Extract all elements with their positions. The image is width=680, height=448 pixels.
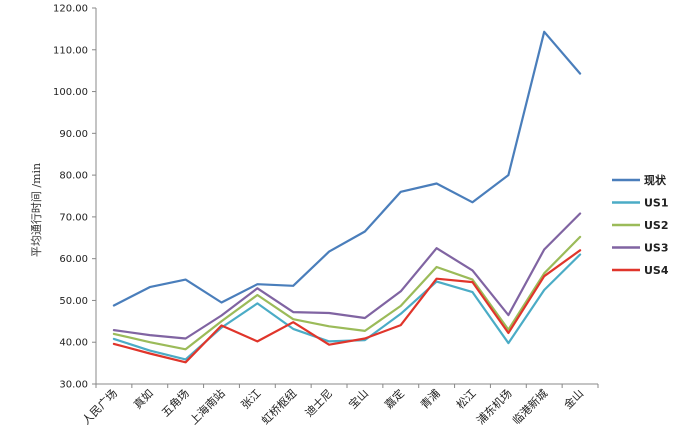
x-tick-label: 宝山 <box>346 386 371 411</box>
x-tick-label: 张江 <box>239 387 264 412</box>
y-tick-label: 110.00 <box>53 45 88 56</box>
y-tick-label: 90.00 <box>59 129 88 140</box>
x-tick-label: 浦东机场 <box>473 386 514 427</box>
y-tick-label: 60.00 <box>59 254 88 265</box>
series-line-现状 <box>112 30 582 307</box>
y-axis: 30.00 40.00 50.00 60.00 70.00 80.00 90.00 100.0… <box>53 4 97 391</box>
x-tick-label: 人民广场 <box>79 386 120 427</box>
series-line-US2 <box>112 235 582 351</box>
x-tick-label: 金山 <box>561 386 586 411</box>
legend-entry: US3 <box>644 242 669 255</box>
x-tick-label: 迪士尼 <box>303 387 336 420</box>
x-tick-label: 松江 <box>453 386 478 411</box>
y-tick-label: 40.00 <box>59 338 88 349</box>
x-tick-label: 临港新城 <box>509 386 550 427</box>
x-tick-label: 嘉定 <box>381 386 406 411</box>
y-axis-title: 平均通行时间 /min <box>30 163 43 257</box>
series-line-US4 <box>112 249 582 364</box>
y-tick-label: 120.00 <box>53 4 88 15</box>
legend-entry: 现状 <box>644 173 667 187</box>
legend: 现状 US1 US2 US3 US4 <box>612 173 669 277</box>
y-tick-label: 70.00 <box>59 212 88 223</box>
x-tick-label: 真如 <box>130 386 155 411</box>
series-layer <box>112 30 582 364</box>
x-tick-label: 五角场 <box>159 386 192 419</box>
legend-entry: US4 <box>644 264 669 277</box>
y-tick-label: 50.00 <box>59 296 88 307</box>
x-tick-label: 上海南站 <box>187 386 228 427</box>
y-tick-label: 100.00 <box>53 87 88 98</box>
series-line-US3 <box>112 212 582 340</box>
y-tick-label: 30.00 <box>59 380 88 391</box>
legend-entry: US2 <box>644 219 669 232</box>
x-tick-label: 青浦 <box>418 387 443 412</box>
legend-entry: US1 <box>644 197 669 210</box>
series-line-US1 <box>112 253 582 361</box>
x-tick-label: 虹桥枢纽 <box>258 386 299 427</box>
y-tick-label: 80.00 <box>59 171 88 182</box>
